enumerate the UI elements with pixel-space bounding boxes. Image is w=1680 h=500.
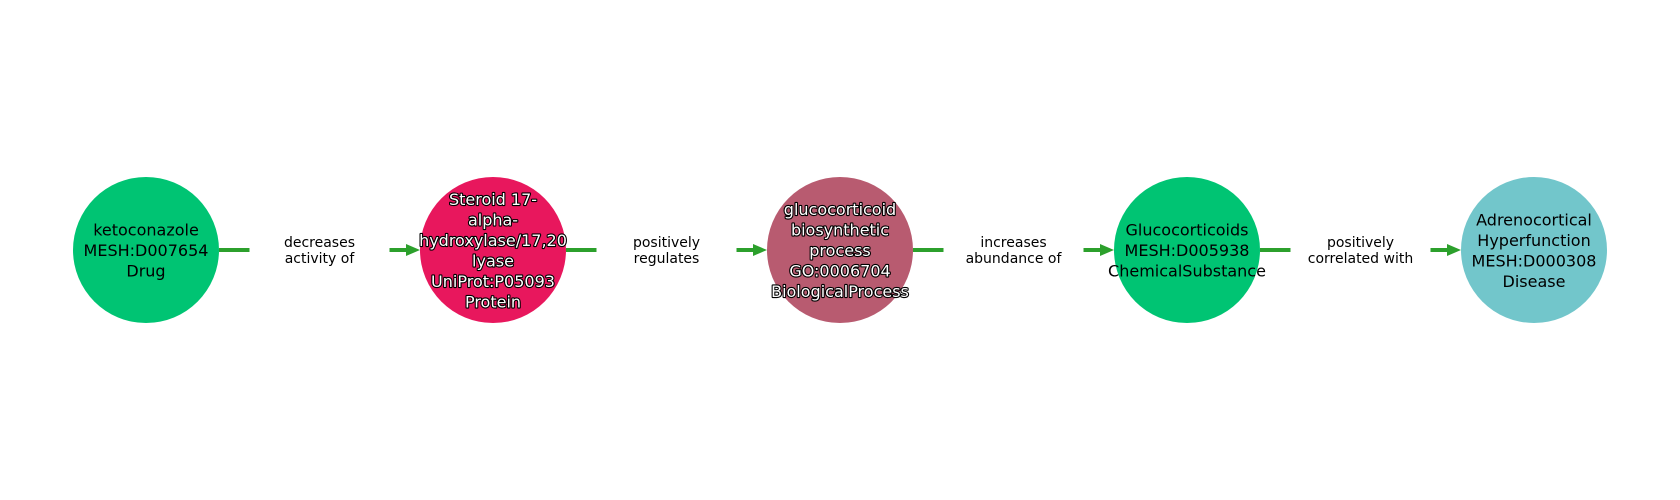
node-label-line: ChemicalSubstance [1108,262,1266,281]
edge-label: decreases activity of [284,235,355,267]
node-glucocorticoid-biosynthesis[interactable]: glucocorticoid biosynthetic process GO:0006… [767,177,913,323]
node-label-line: Protein [465,292,521,311]
edge-label-line: decreases [284,235,355,251]
node-label: ketoconazole MESH:D007654 Drug [84,221,209,281]
node-adrenocortical[interactable]: Adrenocortical Hyperfunction MESH:D000308 D… [1461,177,1607,323]
node-ketoconazole[interactable]: ketoconazole MESH:D007654 Drug [73,177,219,323]
node-label-line: process [809,241,870,260]
node-label-line: hydroxylase/17,20 [419,231,567,250]
node-label-line: Steroid 17- [449,190,537,209]
edge-glucocorticoid-biosynthesis-to-glucocorticoids: increases abundance of [913,235,1114,267]
node-label-line: alpha- [468,210,518,229]
node-label-line: MESH:D007654 [84,241,209,260]
node-label-line: biosynthetic [791,221,889,240]
edge-label-line: activity of [285,251,356,267]
node-label-line: Disease [1503,272,1566,291]
node-label-line: ketoconazole [93,221,199,240]
node-circle[interactable] [73,177,219,323]
arrow-head-icon [406,244,420,256]
node-label-line: lyase [472,251,514,270]
node-glucocorticoids[interactable]: Glucocorticoids MESH:D005938 ChemicalSubst… [1108,177,1266,323]
node-label-line: Adrenocortical [1476,210,1592,229]
node-label-line: Drug [126,262,165,281]
arrow-head-icon [1100,244,1114,256]
edge-label-line: regulates [634,251,700,267]
edge-label-line: abundance of [966,251,1063,267]
node-steroid[interactable]: Steroid 17-alpha-hydroxylase/17,20 lyase U… [418,177,568,323]
node-circle[interactable] [420,177,566,323]
node-label-line: MESH:D000308 [1472,251,1597,270]
node-label-line: Glucocorticoids [1126,221,1249,240]
edge-label-line: positively [1327,235,1394,251]
edge-label: positively regulates [633,235,700,267]
arrow-head-icon [1447,244,1461,256]
node-label: glucocorticoid biosynthetic process GO:0006… [771,200,909,301]
edge-label: increases abundance of [966,235,1063,267]
node-label: Glucocorticoids MESH:D005938 ChemicalSubst… [1108,221,1266,281]
edge-label-line: correlated with [1308,251,1413,267]
node-circle[interactable] [1461,177,1607,323]
edge-label: positively correlated with [1308,235,1413,267]
node-label-line: BiologicalProcess [771,282,909,301]
edge-ketoconazole-to-steroid: decreases activity of [219,235,420,267]
node-label-line: glucocorticoid [784,200,896,219]
node-label: Adrenocortical Hyperfunction MESH:D000308 D… [1472,210,1597,291]
node-circle[interactable] [767,177,913,323]
node-label-line: MESH:D005938 [1125,241,1250,260]
node-label-line: Hyperfunction [1477,231,1590,250]
edge-glucocorticoids-to-adrenocortical: positively correlated with [1260,235,1461,267]
node-label-line: UniProt:P05093 [431,272,555,291]
edge-label-line: increases [980,235,1046,251]
node-label: Steroid 17-alpha-hydroxylase/17,20 lyase U… [419,190,567,312]
node-label-line: GO:0006704 [789,262,890,281]
arrow-head-icon [753,244,767,256]
edge-label-line: positively [633,235,700,251]
node-circle[interactable] [1114,177,1260,323]
edge-steroid-to-glucocorticoid-biosynthesis: positively regulates [566,235,767,267]
